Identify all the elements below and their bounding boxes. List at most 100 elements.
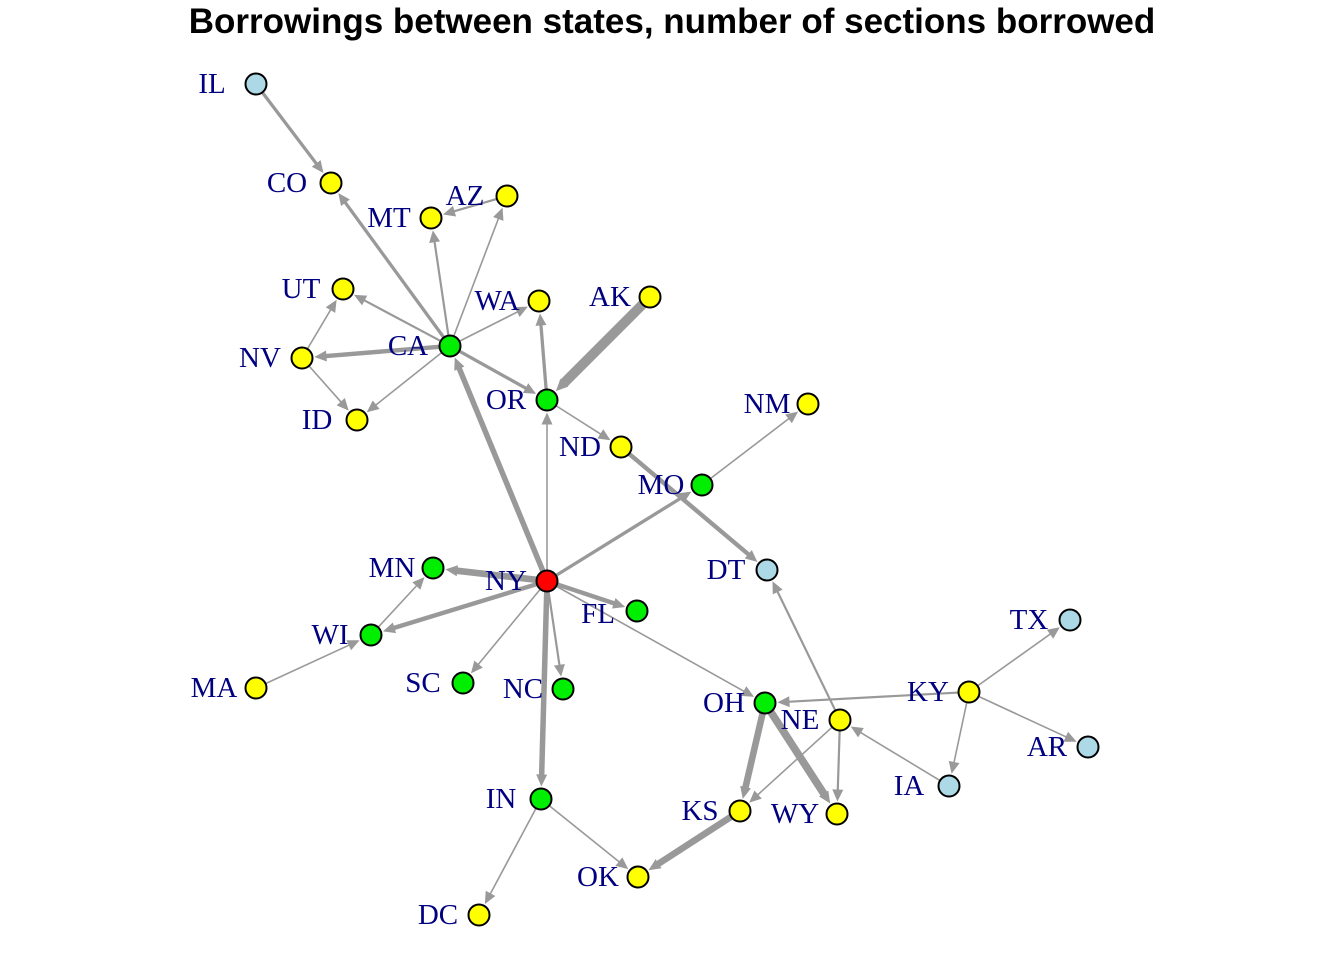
edge-ny-nc	[547, 591, 565, 677]
node-dt	[755, 558, 779, 582]
node-co	[319, 171, 343, 195]
edge-oh-wy	[767, 709, 831, 804]
edge-ky-oh	[777, 691, 959, 708]
node-label-nm: NM	[744, 388, 791, 420]
edge-ny-ca	[454, 357, 546, 573]
node-id	[345, 408, 369, 432]
node-label-dt: DT	[707, 554, 746, 586]
edge-ny-mo	[555, 491, 692, 577]
node-label-mo: MO	[638, 469, 685, 501]
node-label-co: CO	[267, 167, 307, 199]
node-label-dc: DC	[418, 899, 458, 931]
edge-ma-wi	[265, 640, 360, 685]
node-ca	[438, 334, 462, 358]
edge-in-ok	[548, 804, 629, 870]
node-ma	[244, 676, 268, 700]
nodes-layer	[244, 72, 1100, 927]
node-label-ar: AR	[1027, 731, 1068, 763]
diagram-title: Borrowings between states, number of sec…	[188, 2, 1156, 41]
edge-oh-ks	[740, 712, 766, 799]
node-tx	[1058, 608, 1082, 632]
node-or	[535, 388, 559, 412]
node-nd	[609, 435, 633, 459]
node-label-ut: UT	[282, 273, 321, 305]
node-ia	[937, 774, 961, 798]
node-label-ia: IA	[894, 770, 925, 802]
edge-ky-ia	[948, 702, 968, 774]
node-label-ok: OK	[577, 861, 619, 893]
edge-ca-or	[458, 349, 537, 394]
edge-az-mt	[443, 197, 498, 217]
edge-ne-wy	[832, 730, 844, 802]
node-label-ak: AK	[589, 281, 631, 313]
edge-wi-mn	[377, 577, 425, 628]
edge-ca-mt	[429, 230, 450, 336]
edge-ia-ne	[850, 726, 941, 782]
node-dc	[467, 903, 491, 927]
node-label-ny: NY	[485, 565, 527, 597]
edge-nd-dt	[627, 452, 758, 562]
edge-ny-wi	[382, 581, 538, 634]
node-nv	[290, 346, 314, 370]
edge-ks-ok	[648, 813, 733, 871]
node-ne	[828, 708, 852, 732]
edge-ny-sc	[470, 588, 541, 674]
edge-in-dc	[484, 807, 537, 904]
node-az	[495, 184, 519, 208]
edge-ny-fl	[556, 582, 626, 609]
node-label-wi: WI	[311, 619, 348, 651]
node-label-nc: NC	[503, 673, 543, 705]
edge-nv-id	[308, 365, 349, 411]
labels-layer: IL CO MT AZ UT WA AK NV CA OR ID NM ND MO MN NY DT FL TX WI…	[191, 68, 1068, 931]
node-nm	[796, 392, 820, 416]
node-label-oh: OH	[703, 687, 745, 719]
edge-ny-oh	[555, 585, 755, 697]
node-label-az: AZ	[446, 180, 485, 212]
edge-ca-id	[366, 351, 443, 413]
edge-ca-nv	[314, 344, 440, 362]
edge-ky-ar	[978, 695, 1077, 742]
node-label-il: IL	[198, 68, 225, 100]
node-ny	[535, 569, 559, 593]
node-label-ca: CA	[388, 330, 428, 362]
edge-ky-tx	[977, 627, 1060, 687]
node-label-nd: ND	[559, 431, 601, 463]
node-label-mn: MN	[369, 552, 416, 584]
node-in	[529, 787, 553, 811]
node-label-ma: MA	[191, 672, 238, 704]
node-ut	[331, 277, 355, 301]
node-wa	[527, 289, 551, 313]
edge-ny-or	[541, 412, 553, 571]
node-wi	[359, 623, 383, 647]
edge-ca-az	[452, 207, 504, 337]
node-fl	[625, 599, 649, 623]
node-ar	[1076, 735, 1100, 759]
node-il	[244, 72, 268, 96]
edge-il-co	[261, 91, 324, 174]
node-label-mt: MT	[367, 202, 411, 234]
edge-or-nd	[555, 404, 611, 441]
node-label-tx: TX	[1010, 604, 1049, 636]
edge-ca-wa	[459, 306, 528, 342]
edge-ca-co	[338, 193, 446, 339]
node-mo	[690, 473, 714, 497]
node-label-ne: NE	[781, 704, 820, 736]
edge-ne-ks	[749, 726, 833, 803]
edge-ne-dt	[772, 581, 837, 712]
node-label-nv: NV	[239, 342, 281, 374]
node-wy	[825, 802, 849, 826]
edge-mo-nm	[709, 411, 799, 480]
node-sc	[451, 671, 475, 695]
node-label-wy: WY	[771, 798, 819, 830]
edge-ca-ut	[354, 294, 442, 343]
edge-or-wa	[535, 313, 548, 390]
node-label-in: IN	[486, 783, 517, 815]
node-label-ks: KS	[681, 795, 718, 827]
node-ks	[728, 799, 752, 823]
node-label-fl: FL	[581, 598, 615, 630]
edge-ny-mn	[445, 565, 537, 584]
edge-ny-in	[536, 591, 550, 787]
node-ky	[957, 680, 981, 704]
node-ok	[626, 865, 650, 889]
